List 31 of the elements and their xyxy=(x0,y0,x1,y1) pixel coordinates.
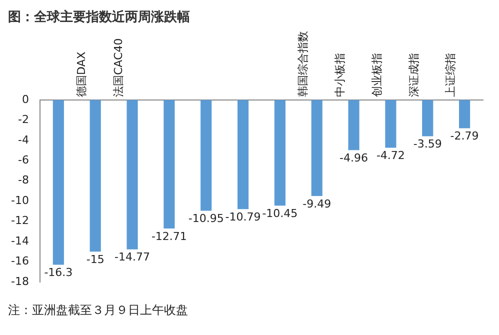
y-tick-label: -14 xyxy=(11,234,29,248)
y-tick-label: -4 xyxy=(18,133,29,146)
data-label: -4.96 xyxy=(340,152,368,165)
x-tick-label: 德国DAX xyxy=(75,51,88,97)
chart-title: 图：全球主要指数近两周涨跌幅 xyxy=(8,8,191,26)
y-tick-label: -12 xyxy=(11,214,29,228)
data-label: -9.49 xyxy=(302,197,332,210)
data-label: -16.3 xyxy=(44,266,73,280)
data-label: -10.95 xyxy=(188,212,224,226)
y-tick-label: -2 xyxy=(18,113,29,126)
x-tick-label: 深证成指 xyxy=(407,53,420,97)
x-tick-label: 韩国综合指数 xyxy=(296,31,310,97)
data-label: -14.77 xyxy=(114,250,150,264)
data-label: -15 xyxy=(86,253,104,266)
y-tick-label: -18 xyxy=(11,274,29,288)
data-label: -12.71 xyxy=(151,230,187,243)
y-tick-label: -8 xyxy=(18,174,29,187)
data-label: -3.59 xyxy=(413,138,442,151)
data-label: -4.72 xyxy=(376,149,405,162)
y-tick-label: -10 xyxy=(11,194,29,207)
y-tick-label: -6 xyxy=(18,154,29,167)
x-tick-label: 中小板指 xyxy=(333,53,346,97)
x-tick-label: 上证综指 xyxy=(444,53,458,97)
x-tick-label: 法国CAC40 xyxy=(112,38,125,97)
x-tick-label: 创业板指 xyxy=(370,53,384,97)
data-label: -10.79 xyxy=(225,210,261,224)
data-label: -10.45 xyxy=(262,207,298,220)
text: 注：亚洲盘截至３月９日上午收盘 xyxy=(8,302,189,319)
y-tick-label: -16 xyxy=(11,254,29,268)
y-tick-label: 0 xyxy=(22,92,29,106)
data-label: -2.79 xyxy=(450,130,479,143)
